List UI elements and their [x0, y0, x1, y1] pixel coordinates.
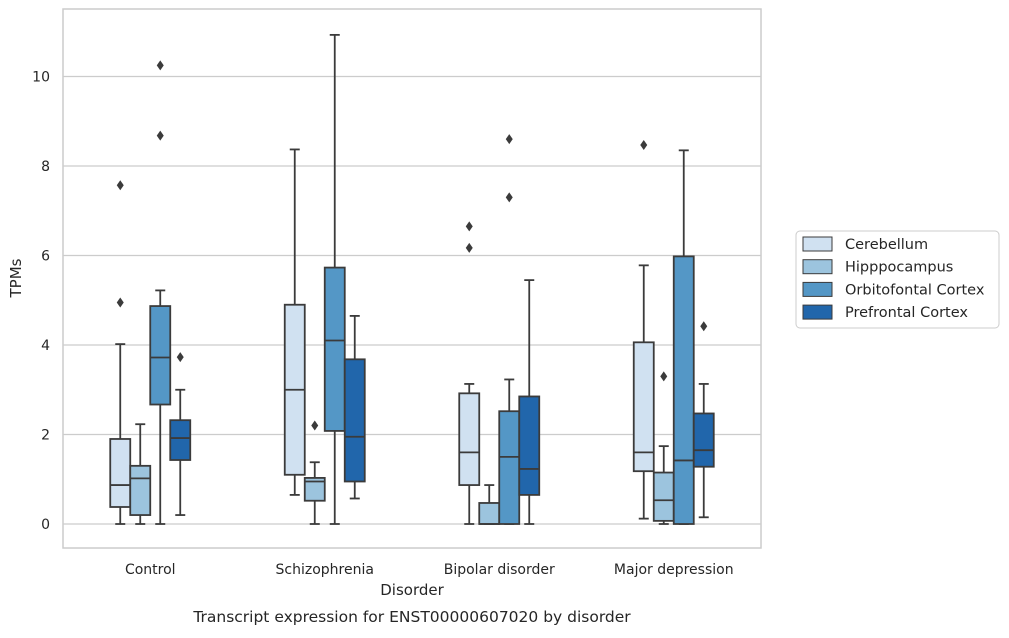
x-tick-label: Bipolar disorder	[444, 562, 555, 578]
box	[458, 392, 481, 486]
box-group	[518, 279, 541, 525]
box-group	[323, 33, 346, 525]
x-tick-label: Schizophrenia	[276, 562, 374, 578]
box	[498, 410, 521, 525]
chart-caption: Transcript expression for ENST0000060702…	[192, 608, 631, 626]
x-tick-labels: Control Schizophrenia Bipolar disorder Majo…	[125, 562, 734, 578]
box	[518, 395, 541, 496]
box-group	[169, 352, 192, 516]
box-group	[343, 315, 366, 500]
x-axis-title: Disorder	[380, 581, 444, 599]
y-tick-label: 4	[41, 338, 50, 354]
legend-swatch	[802, 236, 833, 252]
outlier-point	[116, 297, 124, 308]
box	[323, 266, 346, 432]
outlier-point	[176, 352, 184, 363]
box-group	[498, 134, 521, 525]
box	[632, 341, 655, 473]
y-tick-labels: 0 2 4 6 8 10	[32, 70, 50, 534]
legend-label: Prefrontal Cortex	[845, 305, 968, 321]
box-group	[283, 148, 306, 496]
box-group	[692, 321, 715, 519]
plot-frame	[62, 8, 762, 549]
box	[652, 471, 675, 522]
outlier-point	[505, 192, 513, 203]
legend-label: Hipppocampus	[845, 260, 953, 276]
legend: Cerebellum Hipppocampus Orbitofontal Corte…	[795, 230, 1000, 329]
legend-swatch	[802, 259, 833, 275]
outlier-point	[660, 371, 668, 382]
box	[129, 464, 152, 516]
box	[478, 502, 501, 525]
outlier-point	[640, 139, 648, 150]
box	[169, 419, 192, 461]
box-group	[303, 420, 326, 525]
box	[109, 438, 132, 508]
legend-swatch	[802, 281, 833, 297]
box	[149, 305, 172, 406]
outlier-point	[116, 180, 124, 191]
y-tick-label: 10	[32, 70, 50, 86]
boxes-layer	[109, 33, 715, 525]
legend-swatch	[802, 304, 833, 320]
box	[343, 358, 366, 483]
outlier-point	[156, 60, 164, 71]
box-group	[129, 423, 152, 525]
y-axis-title: TPMs	[7, 258, 25, 298]
box-group	[632, 139, 655, 520]
legend-label: Cerebellum	[845, 237, 928, 253]
outlier-point	[465, 242, 473, 253]
x-tick-label: Control	[125, 562, 176, 578]
plot-background	[63, 9, 761, 548]
box	[692, 412, 715, 468]
y-tick-label: 0	[41, 517, 50, 533]
outlier-point	[156, 130, 164, 141]
box-group	[672, 149, 695, 525]
y-tick-label: 6	[41, 249, 50, 265]
legend-frame	[795, 230, 1000, 329]
box-group	[109, 180, 132, 525]
box-group	[149, 60, 172, 525]
outlier-point	[505, 134, 513, 145]
x-tick-label: Major depression	[614, 562, 734, 578]
outlier-point	[700, 321, 708, 332]
outlier-point	[465, 221, 473, 232]
outlier-point	[311, 420, 319, 431]
y-tick-label: 2	[41, 428, 50, 444]
box	[672, 255, 695, 525]
box-group	[458, 221, 481, 525]
y-tick-label: 8	[41, 159, 50, 175]
box	[303, 477, 326, 502]
legend-label: Orbitofontal Cortex	[845, 282, 985, 298]
